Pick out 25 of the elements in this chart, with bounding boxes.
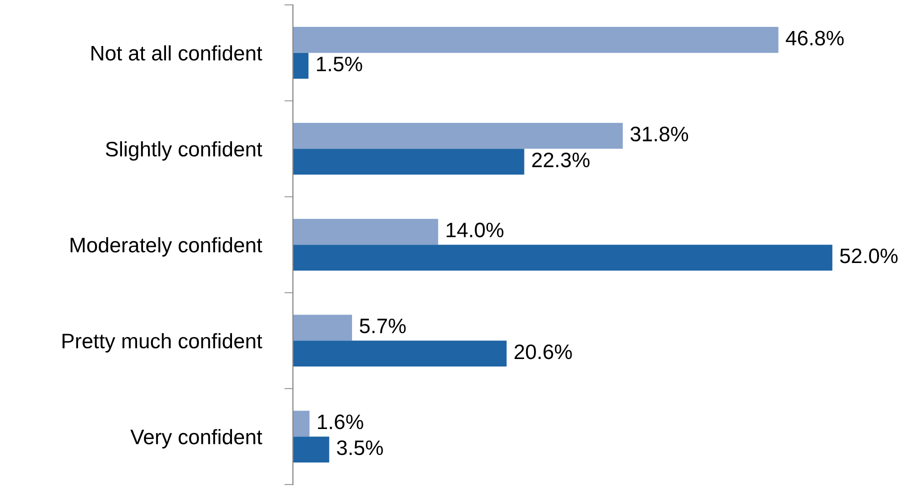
data-label: 1.5% [317, 56, 362, 72]
bar [292, 52, 308, 79]
data-label: 1.6% [318, 414, 364, 430]
data-label: 31.8% [630, 126, 688, 142]
data-label: 14.0% [446, 222, 504, 238]
bar [292, 26, 778, 53]
bar [292, 314, 352, 341]
y-tick-label: Very confident [130, 429, 262, 448]
data-label: 52.0% [840, 248, 898, 264]
data-label: 20.6% [514, 344, 572, 360]
bar [292, 148, 524, 175]
bar [292, 410, 310, 437]
bar [292, 122, 623, 149]
data-label: 3.5% [336, 440, 383, 456]
data-label: 46.8% [786, 30, 844, 46]
y-tick-label: Moderately confident [70, 237, 262, 257]
data-label: 5.7% [360, 318, 406, 334]
bar [292, 340, 507, 367]
bar [292, 436, 330, 462]
bar [292, 244, 832, 271]
data-label: 22.3% [532, 152, 590, 168]
y-tick-label: Not at all confident [92, 45, 262, 61]
y-tick-label: Slightly confident [106, 141, 262, 161]
bar [292, 218, 438, 245]
y-tick-label: Pretty much confident [62, 333, 262, 353]
